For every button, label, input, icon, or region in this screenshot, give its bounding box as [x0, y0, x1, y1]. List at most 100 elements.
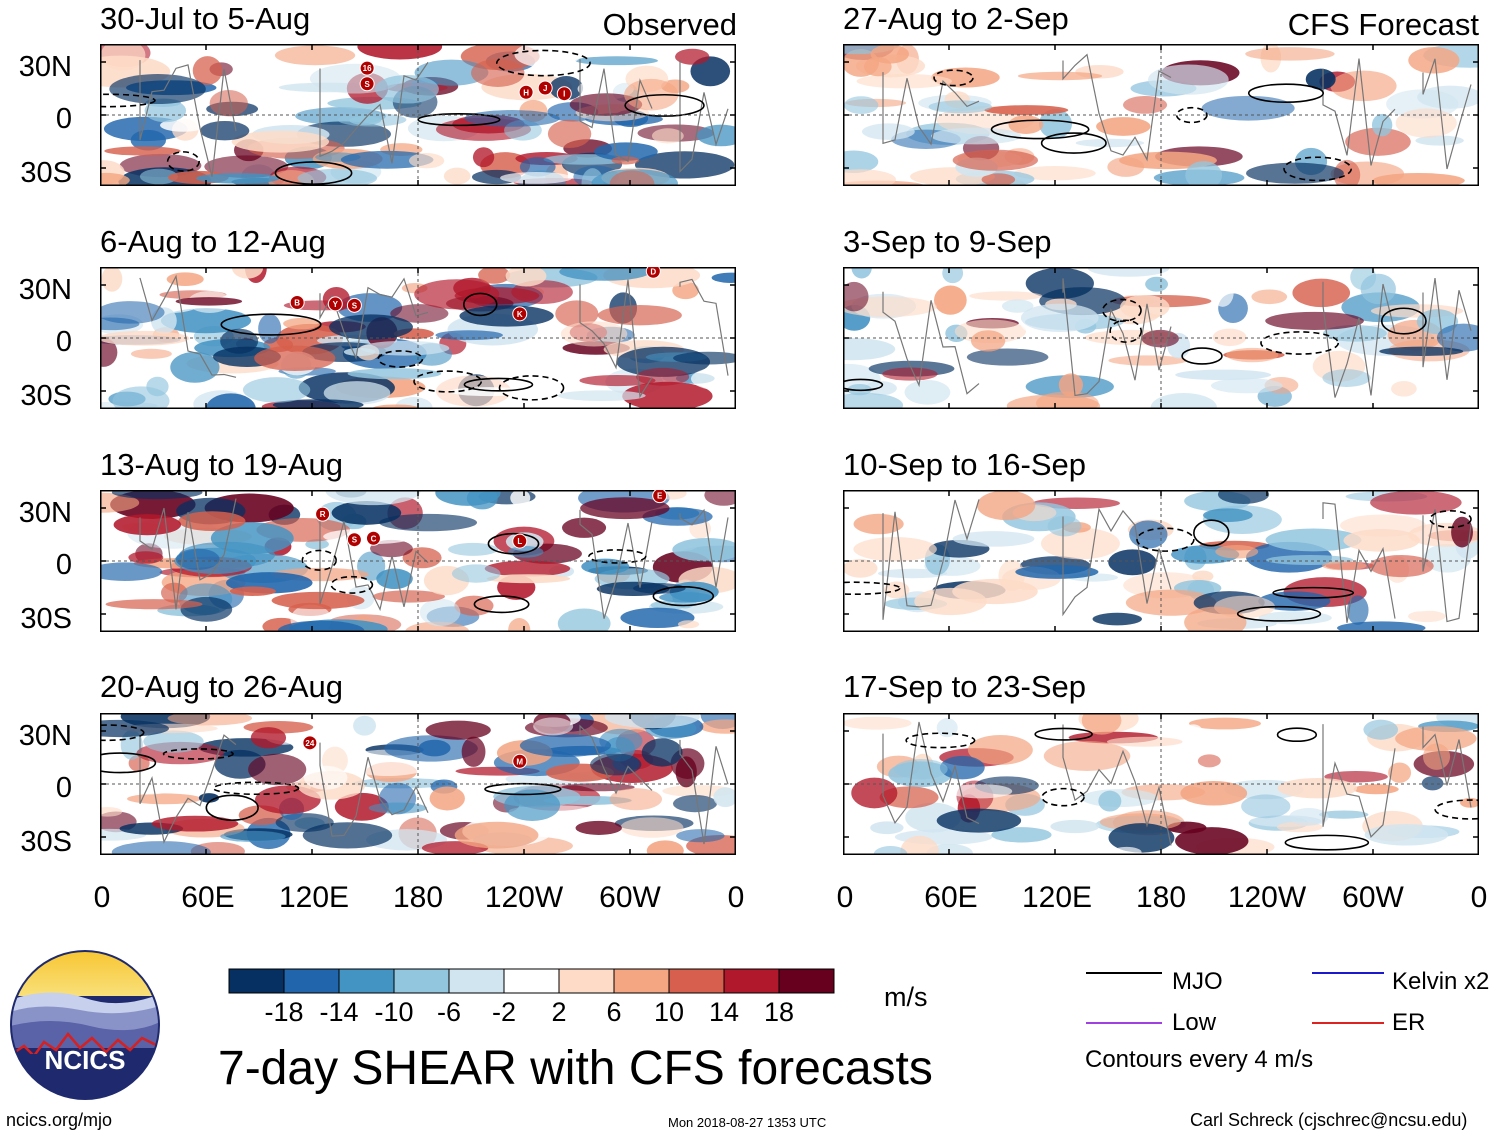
lon-label: 60W	[599, 881, 661, 914]
shear-blob	[1372, 173, 1465, 186]
coastline	[319, 742, 429, 837]
shear-blob	[408, 153, 445, 169]
mjo-contour	[1041, 787, 1085, 807]
lon-label: 180	[1135, 881, 1187, 914]
shear-blob	[360, 340, 450, 356]
shear-blob	[376, 568, 413, 590]
legend-line-mjo	[1086, 972, 1162, 974]
shear-blob	[677, 620, 700, 629]
coastline	[1422, 58, 1472, 170]
storm-marker: S	[346, 297, 362, 313]
mjo-contour	[843, 581, 901, 596]
mjo-contour	[1272, 586, 1355, 599]
shear-blob	[1322, 369, 1371, 387]
legend-label-kelvin: Kelvin x2	[1392, 968, 1490, 995]
mjo-contour	[624, 93, 705, 117]
lon-label: 0	[727, 881, 745, 914]
shear-blob	[253, 72, 305, 98]
mjo-contour	[487, 532, 540, 555]
storm-marker: I	[556, 86, 572, 102]
shear-blob	[419, 598, 461, 627]
svg-text:K: K	[517, 310, 523, 319]
contour-note: Contours every 4 m/s	[1085, 1046, 1314, 1073]
shear-blob	[984, 105, 1069, 115]
panel-frame	[100, 713, 736, 855]
shear-blob	[1379, 346, 1464, 357]
mjo-contour	[843, 378, 884, 392]
shear-blob	[329, 314, 413, 340]
shear-blob	[1098, 790, 1122, 812]
shear-blob	[277, 620, 365, 632]
shear-blob	[1460, 797, 1479, 808]
shear-blob	[1107, 157, 1145, 177]
storm-marker: R	[315, 506, 331, 522]
coastline	[579, 279, 653, 399]
legend-label-er: ER	[1392, 1009, 1426, 1036]
shear-blob	[250, 727, 287, 749]
shear-blob	[851, 267, 872, 279]
shear-blob	[914, 587, 987, 616]
shear-blob	[299, 267, 340, 277]
panel-frame	[843, 713, 1479, 855]
coastline	[1062, 724, 1172, 846]
map-panel-fcst-2	[843, 267, 1479, 409]
lon-label: 120E	[278, 881, 350, 914]
colorbar-swatch	[558, 968, 615, 994]
shear-blob	[856, 74, 952, 89]
shear-blob	[1265, 528, 1362, 552]
mjo-contour	[1175, 106, 1208, 124]
mjo-contour	[100, 752, 157, 774]
shear-blob	[1324, 770, 1388, 783]
shear-blob	[672, 538, 736, 562]
panel-frame	[843, 267, 1479, 409]
shear-blob	[258, 313, 282, 344]
shear-blob	[1043, 740, 1131, 771]
shear-blob	[248, 753, 307, 786]
shear-blob	[379, 513, 478, 532]
panel-title-obs-2: 6-Aug to 12-Aug	[100, 224, 326, 259]
shear-blob	[274, 45, 356, 66]
colorbar-tick-label: 14	[708, 997, 740, 1027]
shear-blob	[111, 490, 203, 500]
shear-blob	[1289, 808, 1329, 826]
mjo-contour	[1109, 319, 1143, 343]
shear-blob	[633, 583, 686, 594]
shear-blob	[609, 788, 663, 811]
shear-blob	[597, 305, 682, 326]
shear-blob	[1183, 724, 1204, 742]
shear-blob	[620, 607, 695, 628]
shear-blob	[486, 574, 571, 584]
shear-blob	[113, 514, 182, 536]
coastline	[1322, 58, 1396, 166]
shear-blob	[374, 74, 439, 104]
coastline	[1322, 281, 1396, 398]
shear-blob	[272, 399, 364, 409]
legend-line-kelvin	[1312, 972, 1384, 974]
shear-blob	[1017, 71, 1103, 81]
colorbar-tick-label: -18	[264, 997, 304, 1027]
shear-blob	[893, 759, 948, 780]
coastline	[139, 60, 237, 177]
footer-url[interactable]: ncics.org/mjo	[6, 1110, 113, 1130]
shear-blob	[969, 291, 1043, 301]
svg-text:24: 24	[305, 739, 314, 748]
svg-text:J: J	[543, 84, 547, 93]
shear-blob	[843, 392, 904, 409]
shear-blob	[368, 802, 427, 814]
map-panel-obs-1: 16 S H J I	[100, 44, 736, 186]
lon-label: 120E	[1021, 881, 1093, 914]
colorbar-swatch	[723, 968, 780, 994]
shear-blob	[557, 390, 646, 401]
shear-blob	[325, 490, 421, 506]
shear-blob	[1211, 378, 1283, 394]
shear-blob	[1015, 564, 1099, 579]
storm-marker: H	[518, 84, 534, 100]
footer-timestamp: Mon 2018-08-27 1353 UTC	[668, 1115, 827, 1130]
mjo-contour	[274, 161, 353, 185]
shear-blob	[1108, 823, 1175, 853]
coastline	[882, 499, 980, 620]
mjo-contour	[220, 313, 322, 336]
mjo-contour	[462, 292, 498, 317]
shear-blob	[1388, 762, 1412, 783]
forecast-label: CFS Forecast	[1287, 7, 1479, 42]
